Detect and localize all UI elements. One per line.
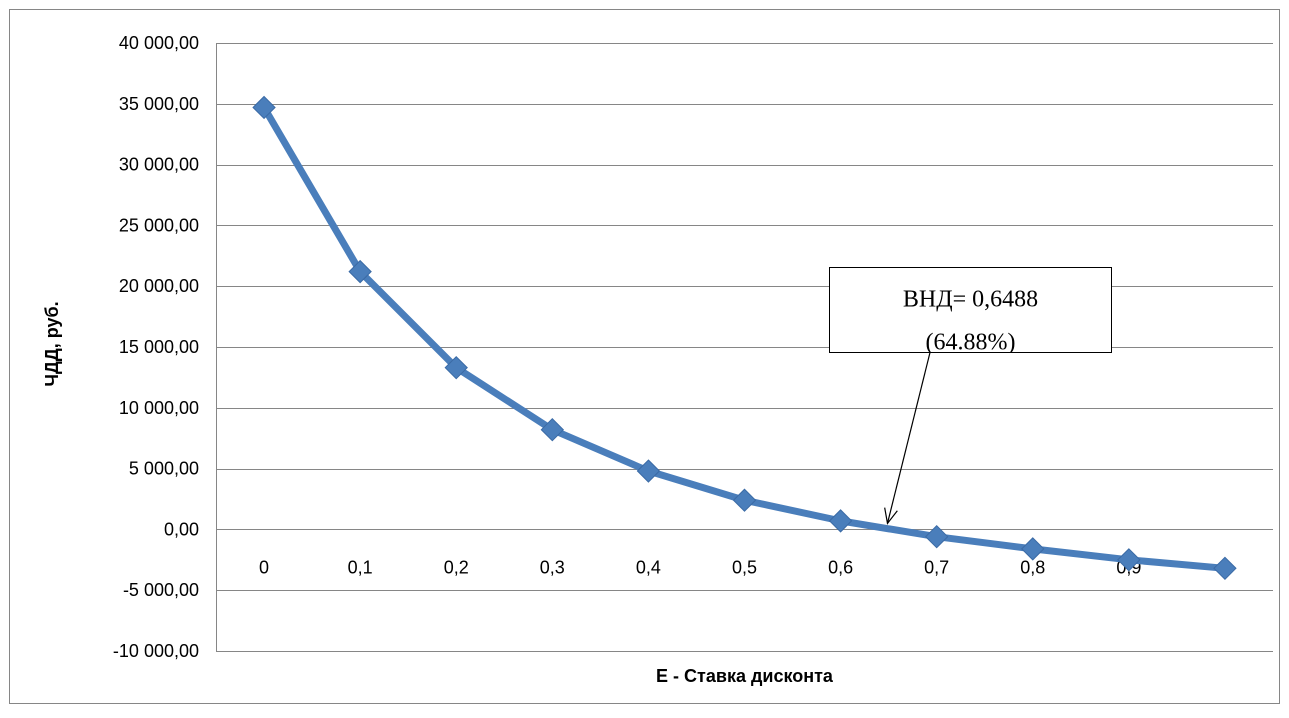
y-tick-labels: 40 000,00 35 000,00 30 000,00 25 000,00 20 0…: [113, 33, 199, 661]
data-point: [1213, 556, 1237, 581]
data-point: [540, 417, 565, 442]
x-axis-title: E - Ставка дисконта: [656, 666, 834, 686]
y-tick-label: 25 000,00: [119, 215, 199, 235]
y-axis-title: ЧДД, руб.: [42, 301, 62, 386]
x-tick-label: 0,7: [924, 557, 949, 577]
x-tick-label: 0,3: [540, 557, 565, 577]
annotation-arrowhead: [884, 507, 898, 525]
x-tick-label: 0,2: [444, 557, 469, 577]
series-layer: [252, 95, 1237, 581]
y-tick-label: 0,00: [164, 519, 199, 539]
gridlines: [216, 43, 1273, 652]
annotation-line-2: (64.88%): [926, 330, 1016, 356]
data-point: [1021, 537, 1045, 561]
y-tick-label: 20 000,00: [119, 276, 199, 296]
x-tick-label: 0,5: [732, 557, 757, 577]
annotation-text-clip: ВНД= 0,6488 (64.88%): [903, 287, 1038, 356]
annotation-arrow: [886, 352, 931, 524]
annotation: ВНД= 0,6488 (64.88%): [829, 267, 1112, 525]
y-tick-label: -10 000,00: [113, 641, 199, 661]
y-tick-label: 15 000,00: [119, 337, 199, 357]
y-tick-label: 5 000,00: [129, 459, 199, 479]
data-point: [444, 355, 468, 380]
x-tick-label: 0,8: [1020, 557, 1045, 577]
y-tick-label: 30 000,00: [119, 155, 199, 175]
data-point: [828, 509, 853, 533]
data-point: [1117, 548, 1141, 572]
data-point: [732, 488, 757, 512]
y-tick-label: 40 000,00: [119, 33, 199, 53]
annotation-box: [829, 267, 1112, 353]
data-point: [636, 459, 661, 483]
data-point: [348, 259, 372, 284]
data-point: [252, 95, 276, 120]
y-tick-label: -5 000,00: [123, 580, 199, 600]
x-tick-label: 0,1: [348, 557, 373, 577]
annotation-line-1: ВНД= 0,6488: [903, 287, 1038, 313]
y-tick-label: 35 000,00: [119, 94, 199, 114]
x-tick-label: 0: [259, 557, 269, 577]
data-point: [924, 524, 949, 549]
x-tick-label: 0,6: [828, 557, 853, 577]
chart-frame: [9, 9, 1280, 704]
y-tick-label: 10 000,00: [119, 398, 199, 418]
x-tick-label: 0,4: [636, 557, 661, 577]
